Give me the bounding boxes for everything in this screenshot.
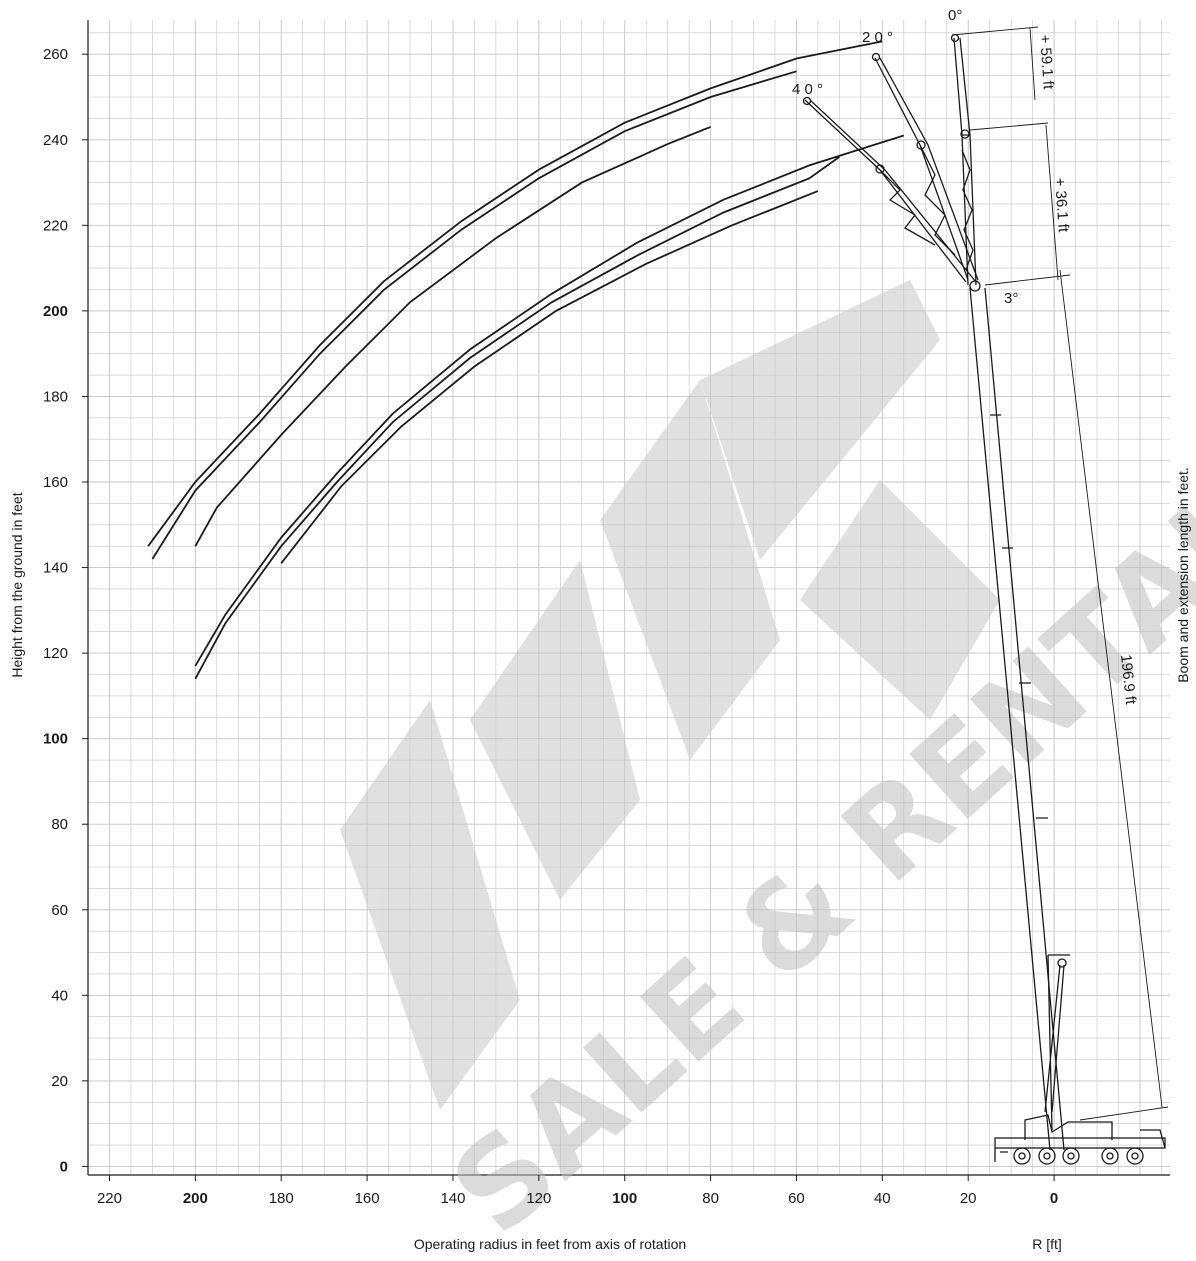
wheel: [1038, 1147, 1056, 1165]
jib-20-head: [871, 52, 881, 62]
x-tick-label: 100: [612, 1190, 637, 1207]
x-tick-label: 40: [874, 1190, 891, 1207]
crane-drawing: [802, 26, 1169, 1165]
wheel: [1126, 1147, 1144, 1165]
height-curve-1: [147, 40, 883, 547]
jib-20: [874, 57, 979, 281]
x-tick-label: 20: [960, 1190, 977, 1207]
wheel: [1062, 1147, 1080, 1165]
wheel-hub: [1018, 1152, 1026, 1160]
y-tick-label: 120: [43, 645, 68, 662]
x-tick-label: 140: [440, 1190, 465, 1207]
carrier-frame: [994, 1137, 1166, 1149]
y-tick-label: 260: [43, 46, 68, 63]
jib-40-head: [802, 96, 812, 106]
y-tick-label: 40: [51, 987, 68, 1004]
right-axis-title: Boom and extension length in feet.: [1175, 467, 1191, 683]
x-tick-label: 220: [97, 1190, 122, 1207]
main-boom: [969, 287, 1065, 1151]
jib-pivot: [969, 280, 981, 292]
x-tick-label: 120: [526, 1190, 551, 1207]
boom-section-marks: [990, 414, 1048, 819]
x-tick-label: 60: [788, 1190, 805, 1207]
y-tick-label: 100: [43, 731, 68, 748]
y-tick-label: 20: [51, 1073, 68, 1090]
y-tick-label: 140: [43, 560, 68, 577]
wheel-hub: [1067, 1152, 1075, 1160]
height-curve-5: [194, 156, 840, 680]
offset-3-label: 3°: [1004, 290, 1018, 307]
boom-length-label: 196.9 ft: [1117, 654, 1139, 706]
x-tick-label: 180: [269, 1190, 294, 1207]
wheel-hub: [1043, 1152, 1051, 1160]
y-axis-title: Height from the ground in feet: [9, 492, 25, 677]
x-tick-label: 160: [355, 1190, 380, 1207]
jib-0-mid: [960, 129, 970, 139]
cylinder-head: [1057, 958, 1067, 968]
angle-20-label: 2 0 °: [862, 29, 893, 46]
jib-40: [804, 99, 977, 283]
watermark: UMAK SALE & RENTAL: [340, 280, 1196, 1261]
y-tick-label: 240: [43, 132, 68, 149]
r-unit-label: R [ft]: [1032, 1236, 1062, 1252]
y-tick-label: 180: [43, 388, 68, 405]
x-tick-label: 0: [1050, 1190, 1058, 1207]
y-tick-label: 60: [51, 902, 68, 919]
x-tick-label: 200: [183, 1190, 208, 1207]
jib-0-head: [950, 33, 960, 43]
wheel: [1013, 1147, 1031, 1165]
y-tick-label: 160: [43, 474, 68, 491]
y-tick-label: 200: [43, 303, 68, 320]
extension-59-label: + 59.1 ft: [1036, 34, 1057, 91]
axis-ticks: 220 200 180 160 140 120 100 80 60 40 20 00204060801…: [43, 46, 1058, 1207]
luffing-cylinder: [1044, 954, 1070, 1131]
jib-20-mid: [916, 140, 926, 150]
dimension-lines: [951, 26, 1169, 1121]
wheel: [1101, 1147, 1119, 1165]
y-tick-label: 220: [43, 217, 68, 234]
y-tick-label: 80: [51, 816, 68, 833]
height-curve-4: [194, 134, 905, 667]
height-curves: [147, 40, 905, 680]
jib-40-mid: [875, 164, 885, 174]
height-curve-3: [194, 126, 711, 547]
x-tick-label: 80: [702, 1190, 719, 1207]
jib-0: [953, 37, 977, 286]
carrier: [994, 1114, 1166, 1165]
height-curve-2: [151, 70, 797, 560]
angle-0-label: 0°: [948, 7, 962, 24]
watermark-logo-shape: [340, 280, 1000, 1110]
x-axis-title: Operating radius in feet from axis of ro…: [414, 1236, 686, 1252]
height-curve-6: [280, 190, 819, 564]
wheel-hub: [1106, 1152, 1114, 1160]
carrier-body: [994, 1114, 1166, 1162]
y-tick-label: 0: [60, 1158, 68, 1175]
wheel-hub: [1131, 1152, 1139, 1160]
angle-40-label: 4 0 °: [792, 81, 823, 98]
extension-36-label: + 36.1 ft: [1051, 177, 1072, 234]
